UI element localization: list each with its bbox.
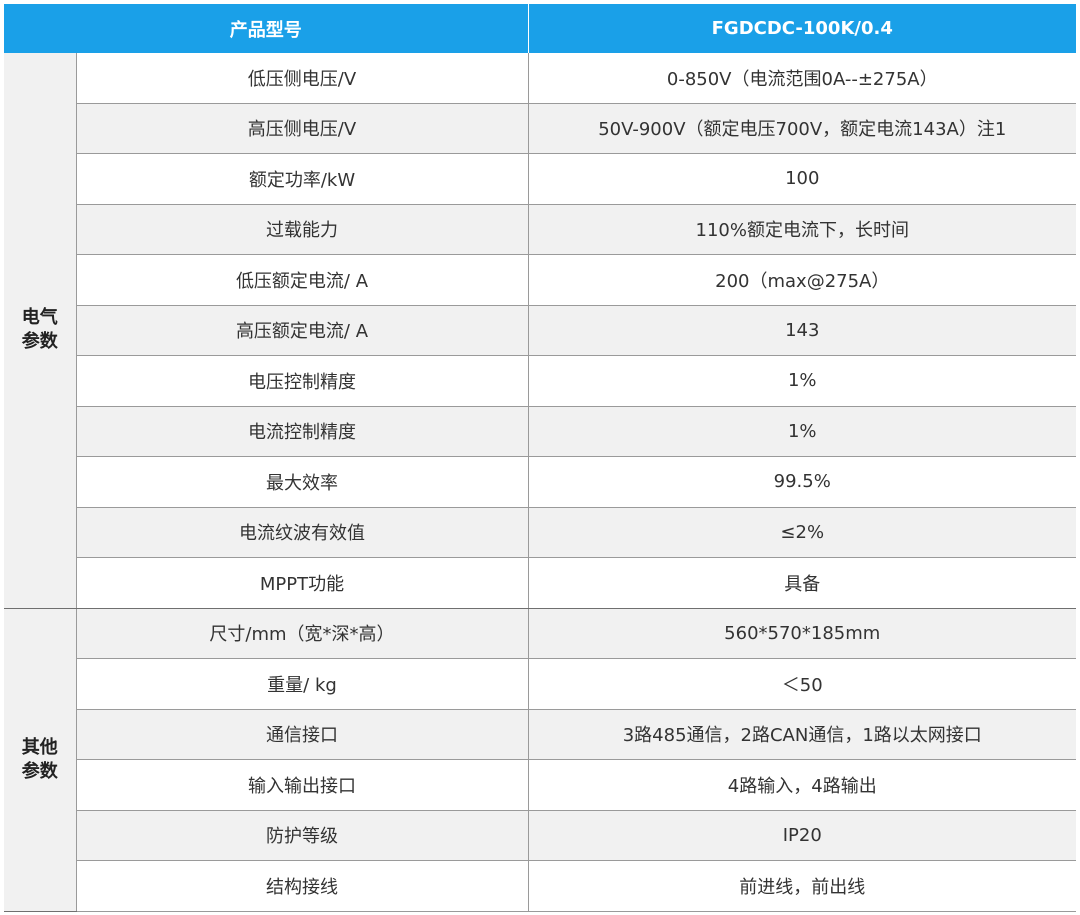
param-value: 0-850V（电流范围0A--±275A） <box>528 53 1076 104</box>
param-value: 200（max@275A） <box>528 254 1076 306</box>
param-value: 50V-900V（额定电压700V，额定电流143A）注1 <box>528 103 1076 154</box>
param-value: 前进线，前出线 <box>528 860 1076 912</box>
param-value: 100 <box>528 153 1076 205</box>
param-name: MPPT功能 <box>75 557 529 609</box>
table-row: 过载能力 110%额定电流下，长时间 <box>4 204 1076 255</box>
param-name: 结构接线 <box>75 860 529 912</box>
table-row: 输入输出接口 4路输入，4路输出 <box>4 759 1076 811</box>
param-value: IP20 <box>528 810 1076 861</box>
header-model-value: FGDCDC-100K/0.4 <box>528 4 1076 53</box>
param-value: 99.5% <box>528 456 1076 508</box>
spec-body: 电气 参数 低压侧电压/V 0-850V（电流范围0A--±275A） 高压侧电… <box>4 53 1076 912</box>
param-name: 最大效率 <box>75 456 529 508</box>
header-row: 产品型号 FGDCDC-100K/0.4 <box>4 4 1076 53</box>
table-row: 高压额定电流/ A 143 <box>4 305 1076 356</box>
param-name: 高压额定电流/ A <box>75 305 529 356</box>
param-name: 额定功率/kW <box>75 153 529 205</box>
group-label-line1: 其他 <box>21 736 58 758</box>
param-value: 1% <box>528 355 1076 407</box>
param-value: 1% <box>528 406 1076 457</box>
spec-table: 产品型号 FGDCDC-100K/0.4 电气 参数 低压侧电压/V 0-850… <box>4 4 1076 912</box>
group-label-line1: 电气 <box>21 307 58 329</box>
table-row: 电气 参数 低压侧电压/V 0-850V（电流范围0A--±275A） <box>4 53 1076 609</box>
table-row: 通信接口 3路485通信，2路CAN通信，1路以太网接口 <box>4 709 1076 760</box>
table-row: 最大效率 99.5% <box>4 456 1076 508</box>
param-name: 输入输出接口 <box>75 759 529 811</box>
param-name: 高压侧电压/V <box>75 103 529 154</box>
group-label-line2: 参数 <box>21 331 58 353</box>
group-label-other: 其他 参数 <box>4 608 76 912</box>
param-value: 560*570*185mm <box>528 608 1076 659</box>
param-value: 110%额定电流下，长时间 <box>528 204 1076 255</box>
header-model-label: 产品型号 <box>4 4 529 53</box>
table-row: 防护等级 IP20 <box>4 810 1076 861</box>
table-row: 电流控制精度 1% <box>4 406 1076 457</box>
param-value: ≤2% <box>528 507 1076 558</box>
table-row: 高压侧电压/V 50V-900V（额定电压700V，额定电流143A）注1 <box>4 103 1076 154</box>
table-row: 其他 参数 尺寸/mm（宽*深*高） 560*570*185mm <box>4 608 1076 912</box>
param-value: 具备 <box>528 557 1076 609</box>
param-value: ＜50 <box>528 658 1076 710</box>
table-row: 低压额定电流/ A 200（max@275A） <box>4 254 1076 306</box>
param-name: 电压控制精度 <box>75 355 529 407</box>
param-value: 143 <box>528 305 1076 356</box>
param-name: 重量/ kg <box>75 658 529 710</box>
param-name: 防护等级 <box>75 810 529 861</box>
param-name: 通信接口 <box>75 709 529 760</box>
table-row: 电流纹波有效值 ≤2% <box>4 507 1076 558</box>
param-name: 低压额定电流/ A <box>75 254 529 306</box>
group-label-line2: 参数 <box>21 760 58 782</box>
param-name: 电流控制精度 <box>75 406 529 457</box>
param-value: 3路485通信，2路CAN通信，1路以太网接口 <box>528 709 1076 760</box>
table-row: 额定功率/kW 100 <box>4 153 1076 205</box>
param-name: 尺寸/mm（宽*深*高） <box>75 608 529 659</box>
table-row: MPPT功能 具备 <box>4 557 1076 609</box>
table-row: 重量/ kg ＜50 <box>4 658 1076 710</box>
param-name: 过载能力 <box>75 204 529 255</box>
param-name: 电流纹波有效值 <box>75 507 529 558</box>
param-name: 低压侧电压/V <box>75 53 529 104</box>
param-value: 4路输入，4路输出 <box>528 759 1076 811</box>
group-label-electrical: 电气 参数 <box>4 53 76 609</box>
table-row: 结构接线 前进线，前出线 <box>4 860 1076 912</box>
table-row: 电压控制精度 1% <box>4 355 1076 407</box>
